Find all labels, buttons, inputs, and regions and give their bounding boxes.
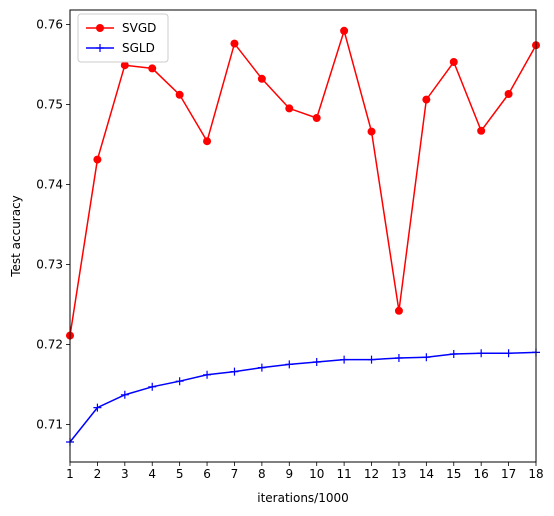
data-point (394, 354, 403, 362)
data-point (230, 39, 239, 48)
data-point (312, 358, 321, 366)
y-axis-label: Test accuracy (9, 195, 23, 278)
data-point (285, 360, 294, 369)
data-point (477, 126, 486, 135)
y-tick-label: 0.71 (36, 417, 63, 431)
data-point (93, 403, 102, 412)
data-point (449, 58, 458, 66)
x-tick-label: 5 (176, 467, 184, 481)
x-tick-label: 2 (94, 467, 102, 481)
legend-label: SVGD (122, 21, 156, 35)
data-point (422, 353, 431, 362)
data-point (394, 306, 403, 315)
data-point (175, 377, 184, 386)
legend-item-sgld: SGLD (86, 41, 155, 55)
plot-frame (69, 9, 537, 463)
data-point (367, 355, 376, 364)
data-point (257, 363, 266, 372)
x-tick-label: 6 (203, 467, 211, 481)
data-point (148, 64, 157, 73)
x-tick-label: 1 (66, 467, 74, 481)
data-point (120, 61, 129, 70)
x-tick-label: 17 (501, 467, 516, 481)
x-tick-label: 8 (258, 467, 266, 481)
data-point (340, 355, 349, 364)
series-sgld (66, 348, 540, 446)
x-tick-label: 18 (528, 467, 543, 481)
y-tick-label: 0.74 (36, 177, 63, 191)
series-line-svgd (69, 28, 537, 336)
legend: SVGD SGLD (77, 13, 169, 63)
x-tick-label: 3 (121, 467, 129, 481)
legend-marker (96, 44, 104, 52)
x-tick-label: 13 (391, 467, 406, 481)
legend-marker (96, 24, 104, 32)
x-axis: 1 2 3 4 5 6 7 8 9 10 11 12 13 14 15 16 17 18 (66, 462, 544, 481)
x-tick-label: 12 (364, 467, 379, 481)
y-tick-label: 0.72 (36, 337, 63, 351)
legend-label: SGLD (122, 41, 155, 55)
x-tick-label: 7 (231, 467, 239, 481)
x-tick-label: 14 (419, 467, 434, 481)
legend-item-svgd: SVGD (86, 21, 156, 35)
data-point (422, 95, 431, 104)
y-tick-label: 0.73 (36, 257, 63, 271)
data-point (449, 350, 458, 358)
x-tick-label: 11 (336, 467, 351, 481)
data-point (120, 390, 129, 399)
data-point (504, 349, 513, 358)
x-axis-label: iterations/1000 (257, 491, 349, 505)
y-tick-label: 0.76 (36, 17, 63, 31)
data-point (148, 382, 157, 391)
data-point (93, 155, 102, 164)
data-point (230, 367, 239, 376)
data-point (340, 26, 349, 35)
data-point (367, 127, 376, 136)
data-point (312, 114, 321, 122)
data-point (203, 370, 212, 379)
x-tick-label: 4 (148, 467, 156, 481)
y-tick-label: 0.75 (36, 97, 63, 111)
x-tick-label: 16 (474, 467, 489, 481)
data-point (477, 349, 486, 358)
data-point (175, 90, 184, 99)
data-point (504, 90, 513, 98)
x-tick-label: 15 (446, 467, 461, 481)
data-point (203, 137, 212, 146)
series-svgd (66, 26, 540, 340)
x-tick-label: 9 (285, 467, 293, 481)
data-point (285, 104, 294, 113)
series-line-sgld (69, 351, 537, 443)
plot-area (66, 9, 540, 463)
y-axis: 0.71 0.72 0.73 0.74 0.75 0.76 (36, 17, 70, 431)
x-tick-label: 10 (309, 467, 324, 481)
data-point (257, 74, 266, 83)
